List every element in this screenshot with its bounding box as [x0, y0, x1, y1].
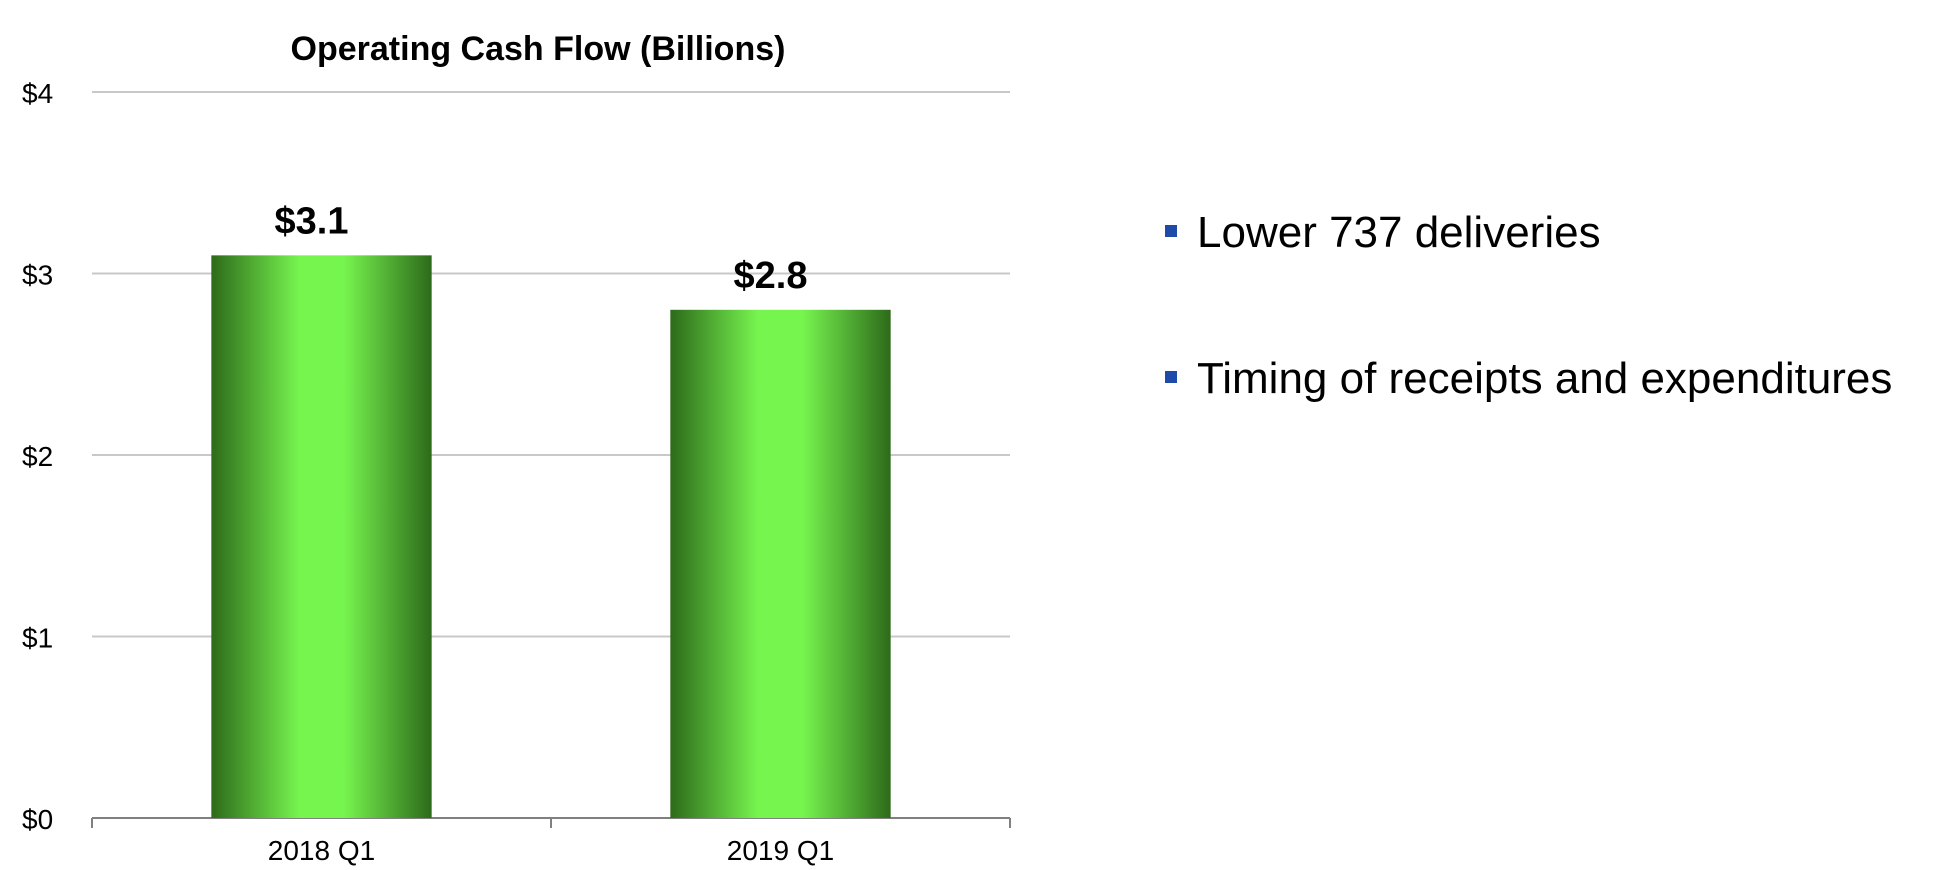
bullet-item-timing-of-receipts: Timing of receipts and expenditures: [1165, 351, 1892, 407]
y-tick-label: $3: [22, 260, 53, 291]
y-tick-label: $1: [22, 623, 53, 654]
bullet-text: Lower 737 deliveries: [1197, 208, 1601, 257]
bullet-list: Lower 737 deliveries Timing of receipts …: [1165, 205, 1892, 407]
y-tick-label: $2: [22, 441, 53, 472]
bar-2018-q1: [211, 255, 432, 819]
y-tick-label: $0: [22, 804, 53, 835]
bullet-item-lower-737-deliveries: Lower 737 deliveries: [1165, 205, 1892, 261]
square-bullet-icon: [1165, 225, 1177, 237]
square-bullet-icon: [1165, 371, 1177, 383]
bar-value-label: $2.8: [734, 255, 808, 297]
chart-title: Operating Cash Flow (Billions): [291, 30, 786, 68]
bullet-text: Timing of receipts and expenditures: [1197, 354, 1893, 403]
y-tick-label: $4: [22, 78, 53, 109]
bar-value-label: $3.1: [275, 200, 349, 242]
x-category-label: 2019 Q1: [727, 835, 834, 866]
x-category-label: 2018 Q1: [268, 835, 375, 866]
bar-2019-q1: [670, 309, 891, 818]
